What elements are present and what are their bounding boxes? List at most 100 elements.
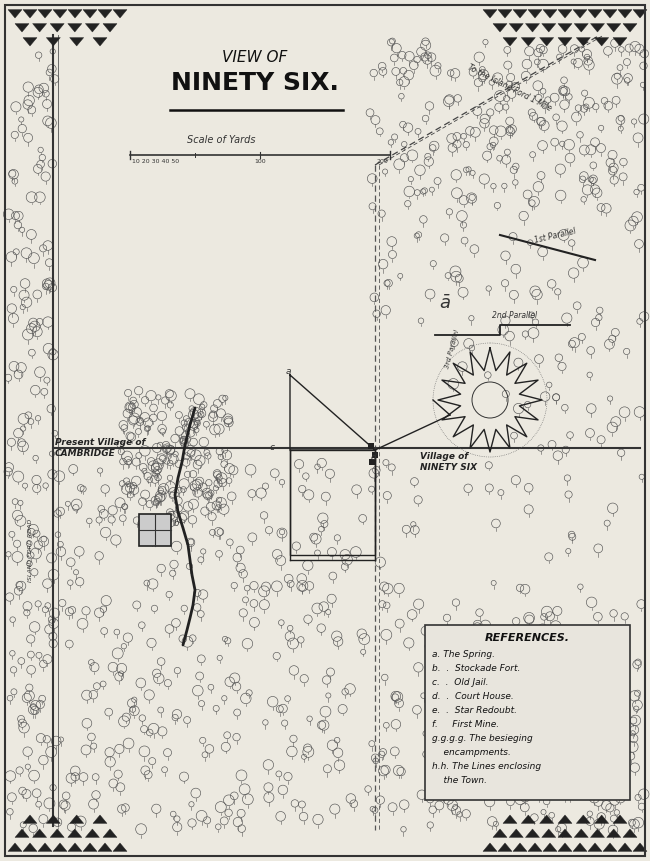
Text: REFERENCES.: REFERENCES. (485, 633, 570, 643)
Polygon shape (525, 829, 540, 838)
Polygon shape (493, 23, 507, 32)
Text: NINETY SIX.: NINETY SIX. (171, 71, 339, 95)
Polygon shape (528, 9, 542, 18)
Polygon shape (98, 843, 112, 852)
Polygon shape (70, 815, 84, 823)
Text: 200: 200 (376, 159, 388, 164)
Polygon shape (558, 38, 572, 46)
Polygon shape (32, 829, 47, 838)
Polygon shape (68, 829, 82, 838)
Polygon shape (103, 829, 117, 838)
Polygon shape (483, 843, 497, 852)
Polygon shape (23, 815, 37, 823)
Polygon shape (68, 9, 82, 18)
Polygon shape (23, 843, 37, 852)
Polygon shape (574, 23, 588, 32)
Polygon shape (8, 9, 22, 18)
Polygon shape (606, 23, 621, 32)
Polygon shape (588, 843, 602, 852)
Bar (369, 459, 375, 465)
Polygon shape (493, 829, 507, 838)
Polygon shape (498, 843, 512, 852)
Bar (425, 625, 630, 800)
Polygon shape (38, 9, 52, 18)
Polygon shape (50, 829, 64, 838)
Polygon shape (558, 815, 572, 823)
Polygon shape (85, 23, 99, 32)
Text: a. The Spring.: a. The Spring. (432, 650, 495, 659)
Polygon shape (509, 829, 523, 838)
Polygon shape (540, 38, 554, 46)
Polygon shape (558, 843, 572, 852)
Polygon shape (558, 23, 572, 32)
Polygon shape (68, 843, 82, 852)
Text: g.g.g.g. The besieging: g.g.g.g. The besieging (432, 734, 533, 743)
Text: encampments.: encampments. (432, 748, 511, 757)
Polygon shape (595, 38, 608, 46)
Polygon shape (46, 815, 60, 823)
Text: d.  .  Court House.: d. . Court House. (432, 692, 514, 701)
Text: ISLAND FORD ROAD: ISLAND FORD ROAD (27, 518, 32, 582)
Polygon shape (574, 829, 588, 838)
Polygon shape (103, 23, 117, 32)
Polygon shape (588, 9, 602, 18)
Bar (372, 452, 378, 458)
Polygon shape (606, 829, 621, 838)
Polygon shape (70, 38, 84, 46)
Text: 1st Parallel: 1st Parallel (534, 226, 577, 245)
Polygon shape (53, 9, 67, 18)
Polygon shape (528, 843, 542, 852)
Polygon shape (540, 815, 554, 823)
Polygon shape (83, 9, 97, 18)
Polygon shape (8, 843, 22, 852)
Polygon shape (15, 829, 29, 838)
Polygon shape (573, 843, 587, 852)
Text: 10 20 30 40 50: 10 20 30 40 50 (132, 159, 179, 164)
Polygon shape (577, 38, 590, 46)
Polygon shape (68, 23, 82, 32)
Polygon shape (543, 9, 557, 18)
Text: b: b (174, 519, 179, 528)
Text: f.     First Mine.: f. First Mine. (432, 720, 499, 729)
Polygon shape (509, 23, 523, 32)
Bar (139, 514, 171, 546)
Text: 100: 100 (254, 159, 266, 164)
Text: Scale of Yards: Scale of Yards (187, 135, 255, 145)
Text: the Town.: the Town. (432, 776, 487, 785)
Text: Village of
NINETY SIX: Village of NINETY SIX (420, 452, 477, 472)
Text: b.  .  Stockade Fort.: b. . Stockade Fort. (432, 664, 521, 673)
Polygon shape (521, 38, 536, 46)
Text: Present Village of
CAMBRIDGE: Present Village of CAMBRIDGE (55, 438, 145, 458)
Polygon shape (595, 815, 608, 823)
Text: a: a (286, 367, 291, 376)
Polygon shape (15, 23, 29, 32)
Polygon shape (503, 815, 517, 823)
Polygon shape (525, 23, 540, 32)
Polygon shape (513, 843, 527, 852)
Polygon shape (613, 815, 627, 823)
Text: e.  .  Star Redoubt.: e. . Star Redoubt. (432, 706, 517, 715)
Polygon shape (53, 843, 67, 852)
Polygon shape (633, 9, 647, 18)
Text: c.  .  Old Jail.: c. . Old Jail. (432, 678, 489, 687)
Text: VIEW OF: VIEW OF (222, 50, 287, 65)
Text: ā: ā (439, 294, 450, 312)
Polygon shape (603, 843, 617, 852)
Polygon shape (590, 23, 605, 32)
Polygon shape (50, 23, 64, 32)
Polygon shape (46, 38, 60, 46)
Polygon shape (38, 843, 52, 852)
Text: d: d (371, 453, 377, 462)
Polygon shape (541, 829, 556, 838)
Polygon shape (618, 843, 632, 852)
Polygon shape (23, 9, 37, 18)
Text: To the Island Ford 1 Mile: To the Island Ford 1 Mile (467, 63, 553, 113)
Polygon shape (521, 815, 536, 823)
Polygon shape (483, 9, 497, 18)
Polygon shape (623, 829, 637, 838)
Polygon shape (541, 23, 556, 32)
Polygon shape (623, 23, 637, 32)
Polygon shape (513, 9, 527, 18)
Polygon shape (93, 815, 107, 823)
Text: h.h. The Lines enclosing: h.h. The Lines enclosing (432, 762, 541, 771)
